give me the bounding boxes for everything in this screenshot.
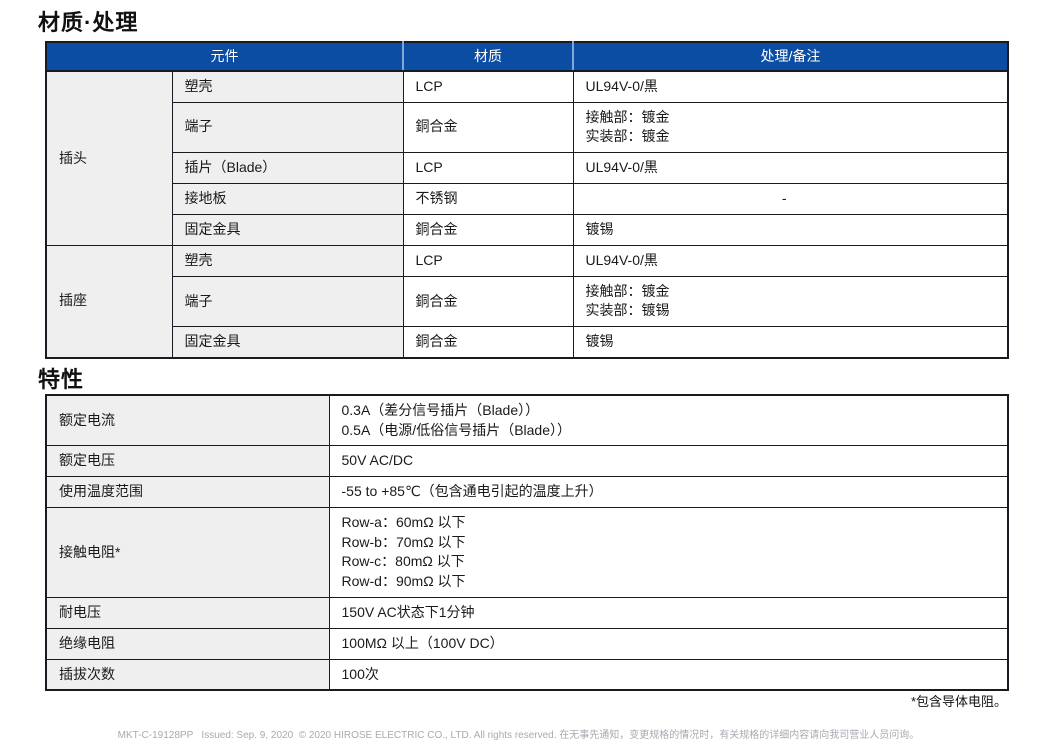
component-cell: 端子 [171,275,404,327]
material-cell: LCP [402,244,574,277]
component-group-cell: 插头 [45,70,173,246]
spec-label-cell: 耐电压 [45,596,330,629]
table-row: 插拔次数 100次 [45,658,1009,691]
material-cell: 不锈钢 [402,182,574,215]
footnote: *包含导体电阻。 [910,694,1007,709]
treatment-cell: UL94V-0/黒 [572,70,1009,103]
spec-label-cell: 接触电阻* [45,507,330,598]
table-row: 插座 塑壳 LCP UL94V-0/黒 [45,244,1009,359]
component-group-cell: 插座 [45,244,173,359]
footer-text: MKT-C-19128PP Issued: Sep. 9, 2020 © 202… [117,730,920,741]
table-row: 使用温度范围 -55 to +85℃（包含通电引起的温度上升） [45,476,1009,509]
treatment-cell: 镀锡 [572,213,1009,246]
component-cell: 接地板 [171,182,404,215]
spec-label-cell: 额定电流 [45,394,330,447]
spec-value-cell: 100次 [328,658,1009,691]
spec-section-title: 特性 [38,367,85,392]
table-row: 固定金具 銅合金 镀锡 [46,325,1009,359]
table-row: 插头 塑壳 LCP UL94V-0/黒 [45,70,1009,246]
spec-label-cell: 使用温度范围 [45,476,330,509]
material-cell: LCP [402,70,574,103]
component-cell: 固定金具 [171,325,404,359]
table-row: 固定金具 銅合金 镀锡 [46,213,1009,246]
materials-header-row: 元件 材质 处理/备注 [45,41,1009,72]
table-row: 端子 銅合金 接触部：镀金 实装部：镀锡 [46,275,1009,327]
material-cell: 銅合金 [402,101,574,153]
spec-value-cell: -55 to +85℃（包含通电引起的温度上升） [328,476,1009,509]
table-row: 额定电压 50V AC/DC [45,445,1009,478]
treatment-cell: 接触部：镀金 实装部：镀金 [572,101,1009,153]
header-component: 元件 [45,41,404,72]
table-row: 绝缘电阻 100MΩ 以上（100V DC） [45,627,1009,660]
component-cell: 塑壳 [171,244,404,277]
table-row: 接地板 不锈钢 - [46,182,1009,215]
treatment-cell: - [572,182,1009,215]
materials-table-body: 插头 塑壳 LCP UL94V-0/黒 端子 銅合金 接触部：镀金 实装部：镀金 插片（Bla… [45,70,1009,359]
material-cell: LCP [402,151,574,184]
material-cell: 銅合金 [402,275,574,327]
table-row: 额定电流 0.3A（差分信号插片（Blade）） 0.5A（电源/低俗信号插片（B… [45,394,1009,447]
component-cell: 固定金具 [171,213,404,246]
treatment-cell: 镀锡 [572,325,1009,359]
materials-section-title: 材质·处理 [38,10,139,35]
material-cell: 銅合金 [402,213,574,246]
spec-table-body: 额定电流 0.3A（差分信号插片（Blade）） 0.5A（电源/低俗信号插片（B… [45,394,1009,691]
spec-value-cell: 100MΩ 以上（100V DC） [328,627,1009,660]
table-row: 耐电压 150V AC状态下1分钟 [45,596,1009,629]
header-material: 材质 [402,41,574,72]
spec-value-cell: 50V AC/DC [328,445,1009,478]
spec-value-cell: Row-a：60mΩ 以下 Row-b：70mΩ 以下 Row-c：80mΩ 以… [328,507,1009,598]
table-row: 端子 銅合金 接触部：镀金 实装部：镀金 [46,101,1009,153]
table-row: 接触电阻* Row-a：60mΩ 以下 Row-b：70mΩ 以下 Row-c：8… [45,507,1009,598]
spec-label-cell: 插拔次数 [45,658,330,691]
treatment-cell: UL94V-0/黒 [572,244,1009,277]
component-cell: 端子 [171,101,404,153]
component-cell: 插片（Blade） [171,151,404,184]
spec-label-cell: 绝缘电阻 [45,627,330,660]
material-cell: 銅合金 [402,325,574,359]
spec-value-cell: 0.3A（差分信号插片（Blade）） 0.5A（电源/低俗信号插片（Blade… [328,394,1009,447]
spec-label-cell: 额定电压 [45,445,330,478]
header-treatment: 处理/备注 [572,41,1009,72]
treatment-cell: UL94V-0/黒 [572,151,1009,184]
table-row: 插片（Blade） LCP UL94V-0/黒 [46,151,1009,184]
treatment-cell: 接触部：镀金 实装部：镀锡 [572,275,1009,327]
component-cell: 塑壳 [171,70,404,103]
materials-table: 元件 材质 处理/备注 插头 塑壳 LCP UL94V-0/黒 端子 銅合金 接触部：镀金 … [45,41,1009,359]
spec-table: 额定电流 0.3A（差分信号插片（Blade）） 0.5A（电源/低俗信号插片（B… [45,394,1009,692]
spec-value-cell: 150V AC状态下1分钟 [328,596,1009,629]
